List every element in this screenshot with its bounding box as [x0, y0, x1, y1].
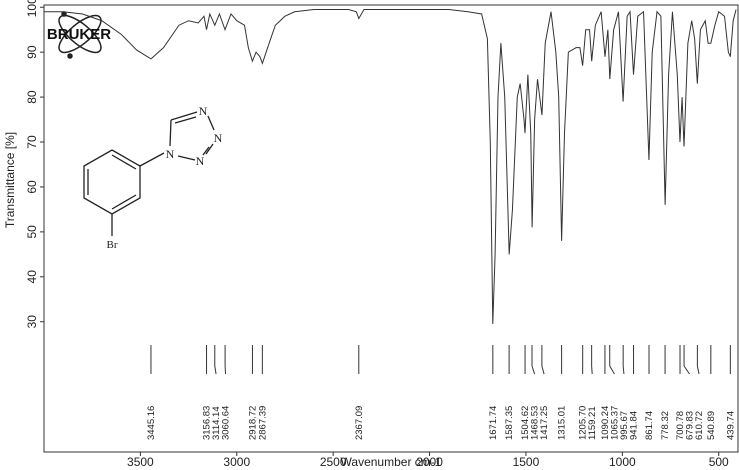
peak-label: 3114.14	[211, 406, 222, 440]
peak-label: 861.74	[644, 411, 655, 440]
peak-label: 2367.09	[354, 406, 365, 440]
atom-label: Br	[107, 239, 118, 251]
y-tick-label: 60	[25, 180, 39, 194]
peak-label: 3445.16	[146, 406, 157, 440]
peak-label: 1468.53	[530, 406, 541, 440]
peak-label: 2918.72	[247, 406, 258, 440]
y-tick-label: 50	[25, 225, 39, 239]
peak-label: 778.32	[660, 411, 671, 440]
peak-connector	[622, 365, 625, 375]
x-tick-label: 1500	[513, 455, 540, 469]
x-axis-title: Wavenumber cm-1	[341, 455, 442, 469]
atom-label: N	[214, 131, 223, 145]
spectrum-line	[44, 8, 737, 324]
peak-label: 941.84	[629, 411, 640, 440]
x-tick-label: 2500	[320, 455, 347, 469]
x-tick-label: 2000	[416, 455, 443, 469]
peak-label: 610.72	[694, 411, 705, 440]
y-tick-label: 40	[25, 270, 39, 284]
peak-label: 439.74	[725, 411, 736, 440]
peak-connector	[696, 365, 700, 375]
peak-label: 1504.62	[520, 406, 531, 440]
peak-label: 700.78	[675, 411, 686, 440]
peak-label: 1315.01	[557, 406, 568, 440]
peak-label: 2867.39	[257, 406, 268, 440]
logo	[58, 11, 102, 59]
atom-label: N	[196, 154, 205, 168]
peak-label: 540.89	[706, 411, 717, 440]
y-tick-label: 30	[25, 315, 39, 329]
y-tick-label: 100	[25, 0, 39, 17]
peak-connector	[683, 365, 690, 375]
x-tick-label: 3500	[127, 455, 154, 469]
atom-label: N	[199, 104, 208, 118]
peak-label: 995.67	[619, 411, 630, 440]
peak-label: 1671.74	[488, 406, 499, 440]
x-tick-label: 500	[709, 455, 729, 469]
peak-label: 1417.25	[539, 406, 550, 440]
peak-connector	[591, 365, 593, 375]
peak-connector	[541, 365, 545, 375]
x-tick-label: 3000	[223, 455, 250, 469]
peak-label: 1587.35	[504, 406, 515, 440]
atom-label: N	[166, 147, 175, 161]
y-tick-label: 90	[25, 45, 39, 59]
peak-label: 1205.70	[578, 406, 589, 440]
peak-connector	[531, 365, 536, 375]
peak-label: 1159.21	[587, 406, 598, 440]
molecule	[83, 111, 215, 236]
peak-label: 3060.64	[221, 406, 232, 440]
y-axis-title: Transmittance [%]	[3, 132, 17, 228]
y-tick-label: 70	[25, 135, 39, 149]
peak-label: 3156.83	[202, 406, 213, 440]
peak-label: 679.83	[685, 411, 696, 440]
peak-connector	[609, 365, 615, 375]
x-tick-label: 1000	[609, 455, 636, 469]
logo-text: BRUKER	[47, 26, 111, 43]
peak-label: 1090.24	[600, 406, 611, 440]
plot-frame	[43, 4, 739, 453]
y-tick-label: 80	[25, 90, 39, 104]
peak-connector	[214, 365, 217, 375]
peak-label: 1065.37	[609, 406, 620, 440]
